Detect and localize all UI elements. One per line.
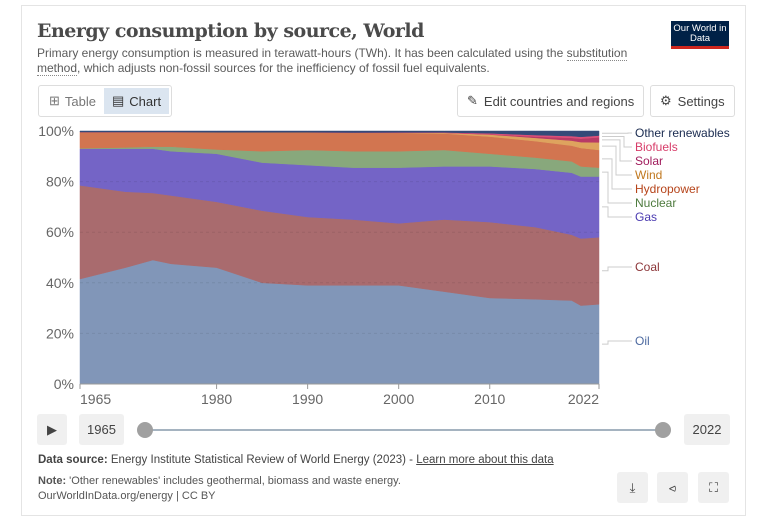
y-tick-label: 100% [38, 123, 74, 139]
settings-label: Settings [677, 93, 725, 109]
gear-icon: ⚙ [660, 93, 672, 108]
legend-leader-line [602, 139, 632, 162]
note-label: Note: [38, 475, 67, 487]
source-label: Data source: [38, 454, 108, 466]
tab-chart-label: Chart [129, 93, 162, 109]
learn-more-link[interactable]: Learn more about this data [416, 454, 554, 466]
timeline-start-handle[interactable] [137, 422, 153, 438]
subtitle-text-end: , which adjusts non-fossil sources for t… [77, 61, 490, 75]
legend-leader-line [602, 158, 632, 190]
legend-leader-line [602, 145, 632, 176]
x-tick-label: 2010 [474, 391, 505, 407]
edit-countries-button[interactable]: ✎ Edit countries and regions [457, 85, 645, 117]
owid-logo[interactable]: Our World in Data [671, 21, 729, 49]
y-tick-label: 20% [46, 325, 74, 341]
source-text: Energy Institute Statistical Review of W… [110, 454, 417, 466]
y-tick-label: 0% [54, 376, 74, 392]
x-tick-label: 1990 [292, 391, 323, 407]
download-icon: ⤓ [629, 479, 636, 495]
view-tabs: ⊞ Table ▤ Chart [38, 85, 173, 117]
play-icon: ▶ [47, 421, 57, 437]
start-year-label[interactable]: 1965 [79, 414, 124, 445]
tab-table[interactable]: ⊞ Table [41, 88, 104, 114]
legend-label-other-renewables: Other renewables [635, 126, 730, 140]
fullscreen-button[interactable]: ⛶ [698, 472, 729, 503]
pencil-icon: ✎ [467, 93, 478, 108]
chart-icon: ▤ [111, 93, 125, 108]
legend-label-biofuels: Biofuels [635, 140, 678, 154]
chart-title: Energy consumption by source, World [37, 20, 424, 42]
play-button[interactable]: ▶ [37, 414, 67, 445]
substitution-method-link[interactable]: substitution method [37, 46, 628, 76]
settings-button[interactable]: ⚙ Settings [650, 85, 735, 117]
timeline-end-handle[interactable] [655, 422, 671, 438]
share-button[interactable]: ⪦ [657, 472, 688, 503]
y-tick-label: 80% [46, 174, 74, 190]
end-year-label[interactable]: 2022 [684, 414, 730, 445]
timeline-track[interactable] [145, 429, 663, 431]
legend-label-solar: Solar [635, 154, 663, 168]
area-other-renewables [79, 130, 600, 138]
y-tick-label: 60% [46, 224, 74, 240]
note-text: 'Other renewables' includes geothermal, … [69, 475, 401, 487]
subtitle-text: Primary energy consumption is measured i… [37, 46, 567, 60]
x-tick-label: 1980 [201, 391, 232, 407]
edit-countries-label: Edit countries and regions [483, 93, 635, 109]
legend-label-hydropower: Hydropower [635, 182, 700, 196]
legend-leader-line [602, 171, 632, 204]
x-tick-label: 1965 [80, 391, 111, 407]
fullscreen-icon: ⛶ [708, 479, 719, 495]
legend-label-coal: Coal [635, 260, 660, 274]
x-tick-label: 2022 [568, 391, 599, 407]
tab-table-label: Table [64, 93, 96, 109]
y-tick-label: 40% [46, 275, 74, 291]
tab-chart[interactable]: ▤ Chart [103, 88, 170, 114]
legend-leader-line [602, 206, 632, 218]
legend-leader-line [602, 340, 632, 345]
share-icon: ⪦ [668, 479, 677, 495]
download-button[interactable]: ⤓ [617, 472, 648, 503]
chart-card [21, 5, 746, 516]
legend-leader-line [602, 266, 632, 272]
chart-note: Note: 'Other renewables' includes geothe… [38, 474, 401, 504]
license-text: OurWorldInData.org/energy | CC BY [38, 490, 216, 502]
legend-label-gas: Gas [635, 210, 657, 224]
table-icon: ⊞ [49, 93, 60, 108]
x-tick-label: 2000 [383, 391, 414, 407]
legend-label-oil: Oil [635, 334, 650, 348]
chart-subtitle: Primary energy consumption is measured i… [37, 46, 637, 76]
legend-leader-line [602, 135, 632, 148]
legend-label-nuclear: Nuclear [635, 196, 676, 210]
legend-label-wind: Wind [635, 168, 662, 182]
data-source: Data source: Energy Institute Statistica… [38, 454, 554, 466]
